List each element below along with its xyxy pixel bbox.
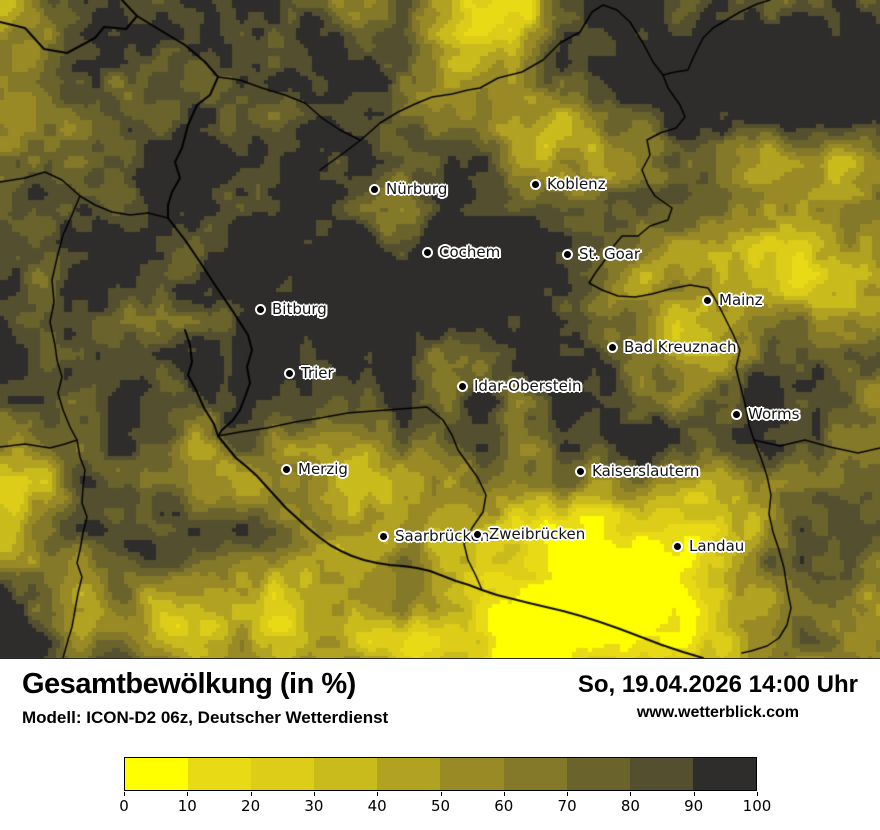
- legend-color-step: [503, 758, 567, 790]
- legend-color-step: [251, 758, 315, 790]
- legend-color-step: [188, 758, 252, 790]
- legend-tick-label: 60: [494, 797, 514, 815]
- legend-tick-label: 80: [620, 797, 640, 815]
- legend-color-step: [692, 758, 756, 790]
- legend-tick: [124, 792, 125, 796]
- legend-color-step: [314, 758, 378, 790]
- datetime-block: So, 19.04.2026 14:00 Uhr www.wetterblick…: [578, 671, 858, 722]
- legend-tick: [503, 792, 505, 796]
- color-legend: 0 10 20 30 40 50 60 70 80 90 100: [119, 757, 771, 817]
- legend-color-step: [629, 758, 693, 790]
- legend-tick: [187, 792, 189, 796]
- legend-color-step: [377, 758, 441, 790]
- legend-tick: [377, 792, 379, 796]
- legend-tick-label: 50: [430, 797, 451, 815]
- legend-tick-label: 0: [119, 797, 129, 815]
- legend-tick-label: 10: [177, 797, 197, 815]
- legend-color-step: [566, 758, 630, 790]
- legend-tick: [250, 792, 252, 796]
- forecast-datetime: So, 19.04.2026 14:00 Uhr: [577, 671, 858, 698]
- legend-color-bar: [124, 757, 757, 791]
- legend-tick-label: 100: [742, 797, 772, 815]
- legend-tick-label: 90: [684, 797, 704, 815]
- footer: Gesamtbewölkung (in %) Modell: ICON-D2 0…: [0, 659, 880, 830]
- legend-tick: [313, 792, 315, 796]
- model-info: Modell: ICON-D2 06z, Deutscher Wetterdie…: [22, 708, 389, 727]
- legend-tick-label: 40: [367, 797, 387, 815]
- legend-tick: [440, 792, 442, 796]
- legend-tick-label: 70: [557, 797, 577, 815]
- cloud-cover-canvas: [0, 0, 880, 658]
- legend-tick: [693, 792, 695, 796]
- cloud-cover-map: Nürburg Koblenz Cochem St. Goar Bitburg Mainz…: [0, 0, 880, 659]
- legend-tick: [757, 792, 758, 796]
- legend-tick: [630, 792, 632, 796]
- legend-tick-label: 30: [304, 797, 324, 815]
- legend-tick-label: 20: [241, 797, 261, 815]
- website-url: www.wetterblick.com: [636, 704, 799, 721]
- legend-color-step: [440, 758, 504, 790]
- legend-tick: [567, 792, 569, 796]
- legend-color-step: [125, 758, 189, 790]
- page-title: Gesamtbewölkung (in %): [22, 668, 356, 700]
